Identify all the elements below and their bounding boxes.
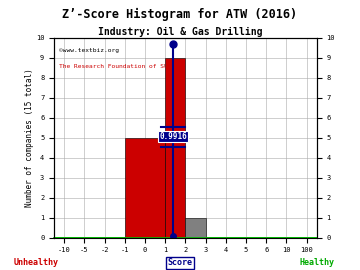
Bar xyxy=(185,218,206,238)
Text: Healthy: Healthy xyxy=(299,258,334,267)
Text: Score: Score xyxy=(167,258,193,267)
Bar xyxy=(125,138,165,238)
Text: ©www.textbiz.org: ©www.textbiz.org xyxy=(59,48,119,53)
Text: Unhealthy: Unhealthy xyxy=(14,258,58,267)
Text: Z’-Score Histogram for ATW (2016): Z’-Score Histogram for ATW (2016) xyxy=(62,8,298,21)
Y-axis label: Number of companies (15 total): Number of companies (15 total) xyxy=(26,68,35,207)
Bar xyxy=(165,58,185,238)
Text: Industry: Oil & Gas Drilling: Industry: Oil & Gas Drilling xyxy=(98,27,262,37)
Text: 0.9916: 0.9916 xyxy=(159,132,187,141)
Text: The Research Foundation of SUNY: The Research Foundation of SUNY xyxy=(59,64,176,69)
